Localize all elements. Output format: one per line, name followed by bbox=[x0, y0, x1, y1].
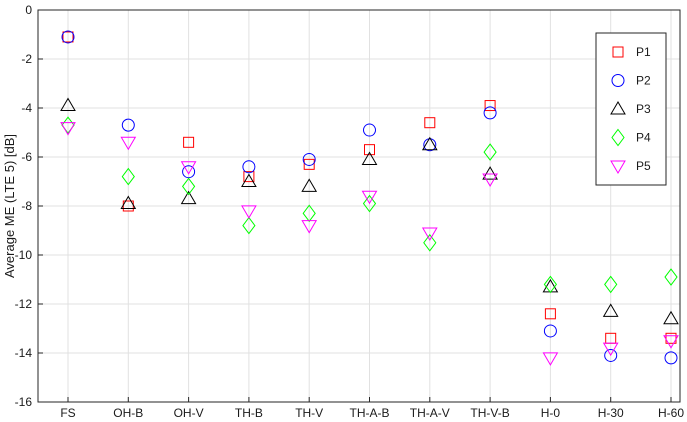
data-point bbox=[121, 118, 135, 132]
y-tick-label: -6 bbox=[21, 150, 32, 164]
data-point bbox=[664, 268, 678, 286]
data-point bbox=[301, 220, 318, 234]
series-p5 bbox=[60, 122, 679, 366]
data-point bbox=[602, 342, 619, 357]
data-point bbox=[302, 204, 316, 223]
legend-label: P1 bbox=[636, 45, 651, 59]
data-point bbox=[120, 195, 137, 210]
legend-item: P1 bbox=[612, 45, 651, 59]
y-tick-label: -4 bbox=[21, 101, 32, 115]
legend-item: P4 bbox=[611, 128, 651, 147]
data-point bbox=[421, 227, 438, 241]
y-tick-label: -14 bbox=[15, 346, 33, 360]
y-tick-label: -8 bbox=[21, 199, 32, 213]
data-point bbox=[602, 303, 619, 317]
data-point bbox=[543, 324, 557, 338]
x-tick-label: TH-B bbox=[235, 406, 263, 420]
legend-marker bbox=[611, 128, 625, 147]
data-point bbox=[364, 144, 375, 156]
data-point bbox=[542, 352, 559, 366]
data-point bbox=[303, 158, 315, 170]
data-point bbox=[484, 100, 496, 112]
series-p1 bbox=[62, 31, 677, 344]
x-tick-label: TH-A-V bbox=[410, 406, 450, 420]
data-point bbox=[423, 138, 437, 152]
legend-item: P2 bbox=[611, 74, 651, 88]
x-tick-label: TH-V bbox=[295, 406, 323, 420]
data-point bbox=[424, 117, 436, 129]
x-tick-label: FS bbox=[60, 406, 75, 420]
x-axis-ticks: FS OH-B OH-V TH-B TH-V TH-A-B TH-A-V TH-V-B H-0 H… bbox=[60, 397, 684, 420]
plot-frame bbox=[37, 9, 681, 403]
data-point bbox=[301, 178, 318, 192]
legend-marker bbox=[610, 160, 626, 174]
data-point bbox=[482, 173, 498, 188]
data-point bbox=[482, 166, 498, 180]
data-point bbox=[361, 190, 378, 205]
data-point bbox=[663, 310, 679, 325]
series-p2 bbox=[61, 30, 678, 365]
y-tick-label: -2 bbox=[21, 52, 32, 66]
data-point bbox=[183, 136, 195, 148]
data-point bbox=[241, 205, 257, 219]
x-tick-label: H-30 bbox=[598, 406, 624, 420]
data-point bbox=[242, 216, 256, 235]
data-point bbox=[664, 351, 678, 365]
data-point bbox=[363, 123, 376, 137]
x-tick-label: TH-A-B bbox=[350, 406, 390, 420]
plot-area bbox=[60, 30, 679, 366]
data-point bbox=[302, 152, 316, 166]
legend-item: P5 bbox=[610, 159, 651, 174]
x-tick-label: OH-B bbox=[113, 406, 143, 420]
legend-marker bbox=[612, 46, 624, 58]
data-point bbox=[242, 160, 256, 174]
data-point bbox=[181, 177, 196, 196]
data-point bbox=[362, 194, 377, 213]
data-point bbox=[121, 167, 135, 186]
x-tick-label: TH-V-B bbox=[470, 406, 509, 420]
y-axis-ticks: 0 -2 -4 -6 -8 -10 -12 -14 -16 bbox=[15, 3, 43, 409]
data-point bbox=[180, 161, 197, 175]
data-point bbox=[61, 30, 75, 44]
data-point bbox=[62, 31, 74, 43]
legend-item: P3 bbox=[610, 101, 651, 116]
legend: P1 P2 P3 P4 P5 bbox=[595, 32, 667, 186]
series-p4 bbox=[61, 116, 678, 294]
y-axis-label: Average ME (LTE 5) [dB] bbox=[2, 134, 17, 278]
y-tick-label: -16 bbox=[15, 395, 33, 409]
data-point bbox=[421, 136, 438, 151]
data-point bbox=[544, 308, 556, 320]
data-point bbox=[543, 275, 558, 294]
data-point bbox=[243, 171, 255, 183]
y-tick-label: -12 bbox=[15, 297, 33, 311]
data-point bbox=[241, 173, 257, 187]
data-point bbox=[604, 275, 618, 294]
legend-label: P3 bbox=[636, 102, 651, 116]
data-point bbox=[483, 106, 497, 120]
legend-marker bbox=[611, 74, 625, 87]
x-tick-label: OH-V bbox=[174, 406, 204, 420]
legend-box bbox=[595, 32, 667, 186]
data-point bbox=[60, 97, 76, 112]
data-point bbox=[483, 143, 497, 161]
legend-label: P5 bbox=[636, 159, 651, 173]
data-point bbox=[604, 348, 618, 362]
data-point bbox=[60, 122, 76, 136]
data-point bbox=[361, 151, 378, 165]
data-point bbox=[180, 190, 197, 205]
data-point bbox=[423, 233, 437, 252]
legend-marker bbox=[610, 101, 626, 115]
y-tick-label: 0 bbox=[25, 3, 32, 17]
x-tick-label: H-60 bbox=[658, 406, 684, 420]
legend-label: P4 bbox=[636, 131, 651, 145]
x-tick-label: H-0 bbox=[541, 406, 561, 420]
legend-label: P2 bbox=[636, 74, 651, 88]
data-point bbox=[120, 136, 137, 151]
data-point bbox=[663, 335, 679, 349]
y-tick-label: -10 bbox=[15, 248, 33, 262]
